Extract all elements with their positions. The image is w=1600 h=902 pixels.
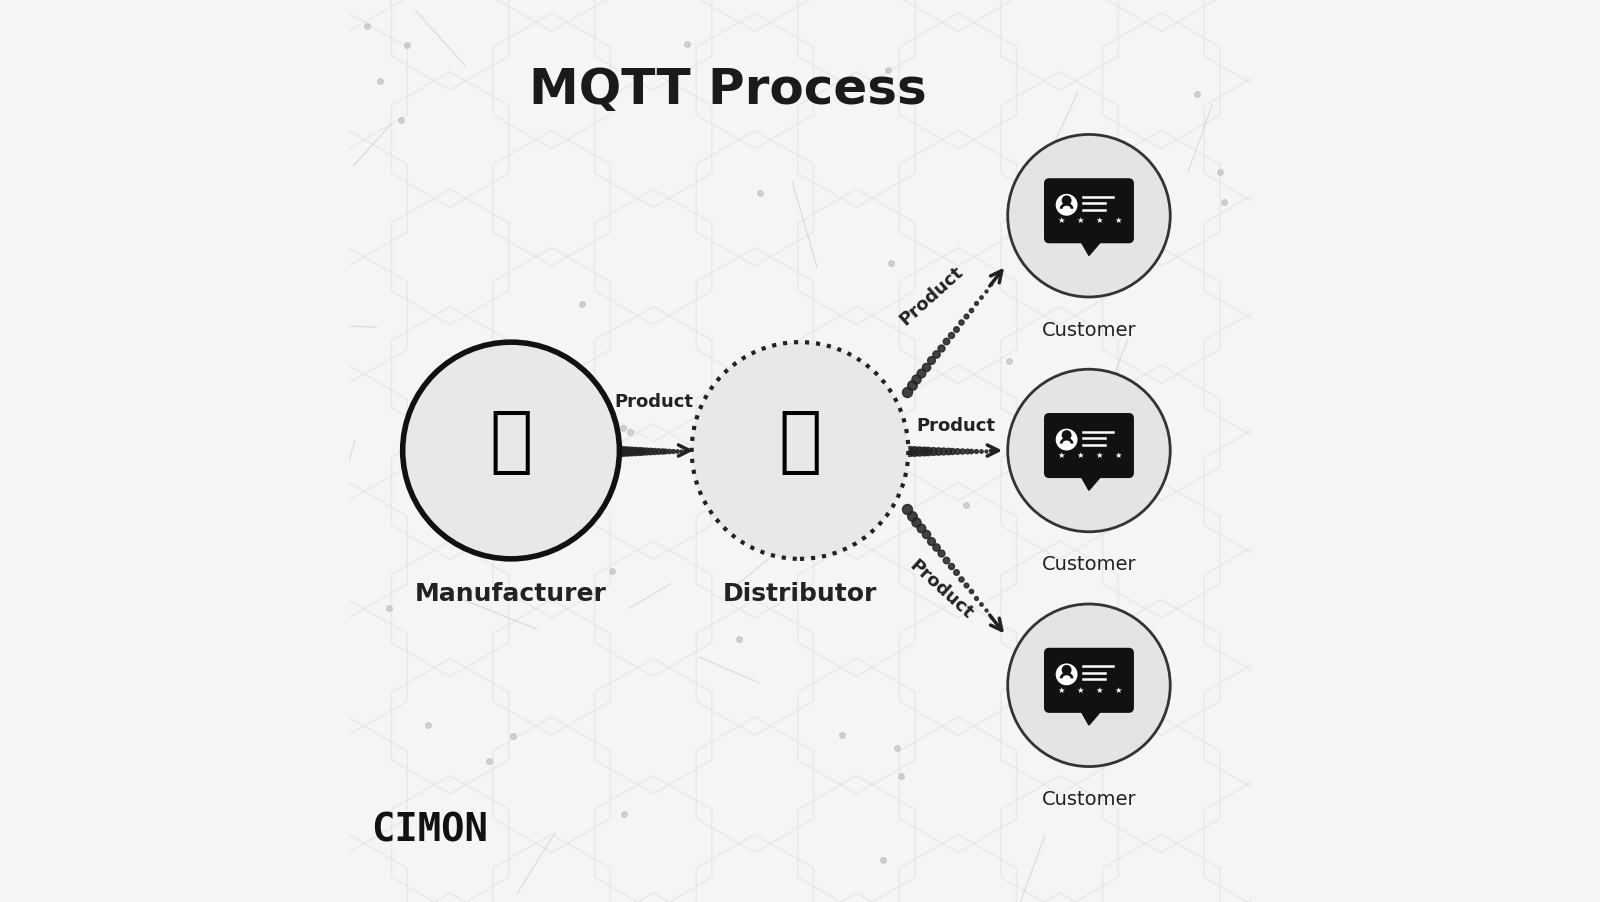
Text: Distributor: Distributor: [723, 582, 877, 606]
Text: ★: ★: [1058, 450, 1066, 459]
Text: MQTT Process: MQTT Process: [530, 66, 926, 115]
Text: 🚛: 🚛: [778, 408, 822, 476]
Text: ★: ★: [1115, 685, 1122, 694]
Text: ★: ★: [1077, 685, 1085, 694]
Text: Product: Product: [906, 556, 978, 621]
Circle shape: [1008, 135, 1170, 298]
Text: 🏭: 🏭: [490, 408, 533, 476]
Circle shape: [1008, 370, 1170, 532]
Text: ★: ★: [1115, 216, 1122, 225]
Text: ★: ★: [1077, 216, 1085, 225]
Text: ★: ★: [1058, 685, 1066, 694]
Polygon shape: [1078, 708, 1104, 725]
Circle shape: [1056, 429, 1077, 451]
Polygon shape: [1078, 474, 1104, 491]
Text: Product: Product: [896, 262, 966, 328]
Circle shape: [1062, 430, 1072, 440]
Text: ★: ★: [1058, 216, 1066, 225]
Circle shape: [1056, 664, 1077, 686]
Circle shape: [1008, 604, 1170, 767]
Text: CIMON: CIMON: [371, 811, 488, 849]
Text: Customer: Customer: [1042, 320, 1136, 339]
Text: ★: ★: [1096, 216, 1102, 225]
Text: Product: Product: [917, 417, 995, 435]
Circle shape: [1062, 196, 1072, 206]
Polygon shape: [1078, 239, 1104, 256]
Circle shape: [403, 343, 619, 559]
FancyBboxPatch shape: [1045, 414, 1133, 478]
Circle shape: [1056, 195, 1077, 216]
FancyBboxPatch shape: [1045, 179, 1133, 244]
FancyBboxPatch shape: [1045, 649, 1133, 713]
Circle shape: [691, 343, 909, 559]
Circle shape: [1062, 665, 1072, 675]
Text: ★: ★: [1077, 450, 1085, 459]
Text: ★: ★: [1096, 450, 1102, 459]
Text: Customer: Customer: [1042, 555, 1136, 574]
Text: Customer: Customer: [1042, 789, 1136, 808]
Text: Product: Product: [614, 392, 693, 410]
Text: ★: ★: [1096, 685, 1102, 694]
Text: Manufacturer: Manufacturer: [414, 582, 606, 606]
Text: ★: ★: [1115, 450, 1122, 459]
